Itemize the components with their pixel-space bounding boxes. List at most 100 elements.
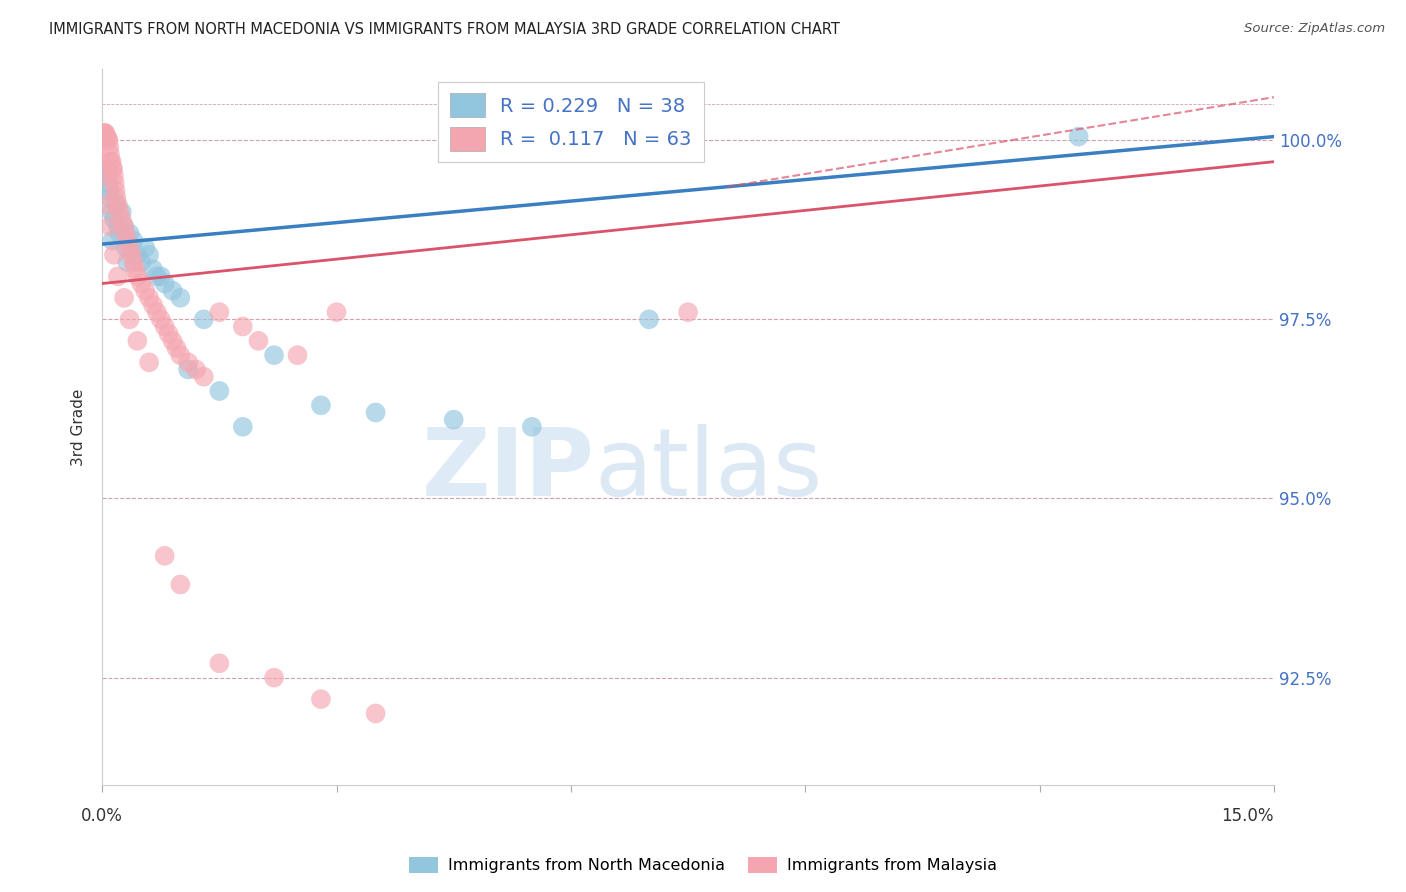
Point bbox=[118, 241, 141, 255]
Point bbox=[108, 204, 131, 219]
Point bbox=[118, 312, 141, 326]
Point bbox=[325, 305, 347, 319]
Point bbox=[114, 227, 136, 241]
Point bbox=[208, 384, 231, 398]
Point bbox=[96, 129, 118, 144]
Point bbox=[309, 398, 332, 412]
Point bbox=[121, 248, 143, 262]
Point bbox=[108, 227, 131, 241]
Point bbox=[638, 312, 661, 326]
Point bbox=[115, 255, 138, 269]
Point bbox=[169, 348, 191, 362]
Point bbox=[97, 176, 120, 190]
Point bbox=[115, 234, 138, 248]
Point bbox=[142, 262, 165, 277]
Point bbox=[101, 234, 124, 248]
Point bbox=[149, 312, 172, 326]
Point bbox=[134, 241, 156, 255]
Point bbox=[98, 219, 121, 234]
Point bbox=[103, 248, 125, 262]
Point bbox=[129, 255, 152, 269]
Point bbox=[138, 248, 160, 262]
Point bbox=[443, 412, 465, 426]
Point bbox=[97, 133, 120, 147]
Point bbox=[118, 227, 141, 241]
Y-axis label: 3rd Grade: 3rd Grade bbox=[72, 388, 86, 466]
Point bbox=[162, 334, 184, 348]
Point bbox=[100, 204, 122, 219]
Point bbox=[98, 190, 121, 204]
Point bbox=[208, 657, 231, 671]
Point bbox=[112, 219, 135, 234]
Point bbox=[94, 129, 117, 144]
Point bbox=[142, 298, 165, 312]
Point bbox=[134, 284, 156, 298]
Point bbox=[100, 154, 122, 169]
Text: 0.0%: 0.0% bbox=[82, 807, 124, 825]
Point bbox=[193, 312, 215, 326]
Point bbox=[287, 348, 309, 362]
Point bbox=[100, 154, 122, 169]
Point bbox=[263, 348, 285, 362]
Point bbox=[112, 219, 135, 234]
Point bbox=[146, 305, 169, 319]
Point bbox=[111, 204, 134, 219]
Point bbox=[146, 269, 169, 284]
Point bbox=[169, 577, 191, 591]
Text: 15.0%: 15.0% bbox=[1222, 807, 1274, 825]
Point bbox=[94, 161, 117, 176]
Point bbox=[177, 355, 200, 369]
Point bbox=[153, 549, 176, 563]
Point bbox=[177, 362, 200, 376]
Point bbox=[247, 334, 270, 348]
Point bbox=[165, 341, 187, 355]
Point bbox=[98, 147, 121, 161]
Point bbox=[105, 190, 128, 204]
Point bbox=[364, 405, 387, 419]
Point bbox=[107, 219, 129, 234]
Point bbox=[122, 255, 145, 269]
Point bbox=[112, 291, 135, 305]
Point bbox=[263, 671, 285, 685]
Point bbox=[520, 420, 543, 434]
Point bbox=[93, 126, 115, 140]
Point bbox=[103, 169, 125, 183]
Text: IMMIGRANTS FROM NORTH MACEDONIA VS IMMIGRANTS FROM MALAYSIA 3RD GRADE CORRELATIO: IMMIGRANTS FROM NORTH MACEDONIA VS IMMIG… bbox=[49, 22, 841, 37]
Point bbox=[105, 197, 128, 211]
Point bbox=[162, 284, 184, 298]
Point bbox=[127, 248, 149, 262]
Point bbox=[232, 420, 254, 434]
Point bbox=[94, 126, 117, 140]
Point bbox=[101, 161, 124, 176]
Point bbox=[153, 277, 176, 291]
Point bbox=[676, 305, 699, 319]
Point bbox=[103, 212, 125, 227]
Point bbox=[153, 319, 176, 334]
Point bbox=[97, 169, 120, 183]
Point bbox=[98, 183, 121, 197]
Point bbox=[169, 291, 191, 305]
Point bbox=[122, 234, 145, 248]
Legend: R = 0.229   N = 38, R =  0.117   N = 63: R = 0.229 N = 38, R = 0.117 N = 63 bbox=[439, 82, 703, 162]
Point bbox=[193, 369, 215, 384]
Text: ZIP: ZIP bbox=[422, 424, 595, 516]
Point bbox=[101, 161, 124, 176]
Point bbox=[149, 269, 172, 284]
Point bbox=[104, 183, 127, 197]
Point bbox=[157, 326, 180, 341]
Point bbox=[98, 140, 121, 154]
Point bbox=[138, 355, 160, 369]
Point bbox=[94, 169, 117, 183]
Point bbox=[1067, 129, 1090, 144]
Point bbox=[127, 334, 149, 348]
Point bbox=[93, 126, 115, 140]
Point bbox=[97, 133, 120, 147]
Point bbox=[111, 212, 134, 227]
Point bbox=[232, 319, 254, 334]
Point bbox=[96, 197, 118, 211]
Point bbox=[124, 262, 146, 277]
Point bbox=[184, 362, 207, 376]
Legend: Immigrants from North Macedonia, Immigrants from Malaysia: Immigrants from North Macedonia, Immigra… bbox=[402, 850, 1004, 880]
Point bbox=[364, 706, 387, 721]
Point bbox=[129, 277, 152, 291]
